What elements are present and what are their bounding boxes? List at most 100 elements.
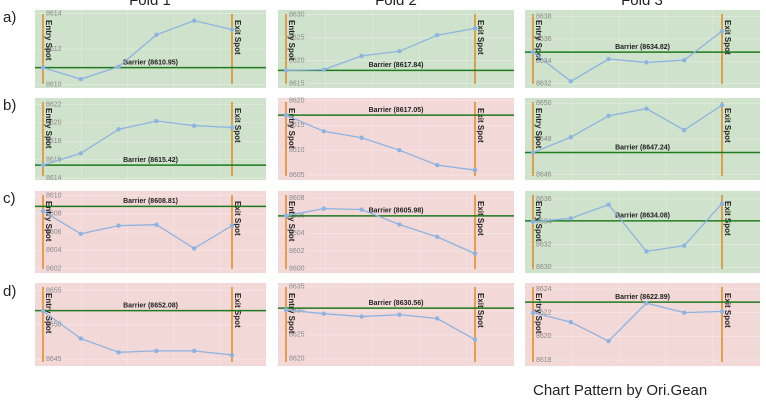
- price-line: [532, 302, 723, 342]
- panel-background: [35, 283, 266, 366]
- price-point: [78, 231, 84, 237]
- entry-label: Entry Spot: [44, 108, 53, 149]
- y-tick-label: 8608: [289, 195, 305, 202]
- panel-background: [35, 10, 266, 88]
- entry-label: Entry Spot: [287, 293, 296, 334]
- price-point: [682, 310, 687, 315]
- y-tick-label: 8620: [289, 97, 305, 104]
- price-line: [42, 19, 233, 80]
- y-tick-label: 8622: [536, 309, 552, 316]
- price-point: [40, 208, 46, 214]
- y-tick-label: 8615: [289, 122, 305, 129]
- price-point: [229, 352, 235, 358]
- row-label: d): [3, 283, 16, 300]
- exit-label: Exit Spot: [476, 293, 485, 328]
- y-tick-label: 8620: [289, 57, 305, 64]
- barrier-label: Barrier (8630.56): [369, 300, 424, 307]
- price-point: [192, 348, 197, 354]
- exit-label: Exit Spot: [723, 20, 732, 55]
- price-line: [285, 309, 476, 341]
- exit-label: Exit Spot: [476, 20, 485, 55]
- price-point: [682, 127, 687, 133]
- price-line: [532, 203, 723, 253]
- barrier-label: Barrier (8617.84): [369, 62, 424, 69]
- barrier-label: Barrier (8610.95): [123, 59, 178, 66]
- price-line: [532, 30, 723, 83]
- price-point: [321, 311, 326, 316]
- y-tick-label: 8602: [46, 265, 62, 272]
- price-point: [682, 57, 687, 63]
- price-point: [359, 135, 364, 140]
- y-tick-label: 8616: [46, 157, 62, 164]
- price-point: [644, 106, 649, 111]
- price-point: [568, 79, 573, 84]
- price-point: [530, 49, 536, 55]
- price-point: [397, 49, 402, 54]
- price-point: [530, 310, 536, 315]
- price-line: [285, 27, 476, 72]
- price-point: [283, 307, 289, 313]
- price-point: [472, 26, 478, 31]
- price-point: [644, 60, 649, 65]
- price-point: [530, 150, 536, 155]
- panel-background: [35, 191, 266, 273]
- y-tick-label: 8620: [289, 356, 305, 363]
- y-tick-label: 8632: [536, 80, 552, 87]
- row-label: b): [3, 97, 16, 114]
- barrier-label: Barrier (8652.08): [123, 302, 178, 309]
- y-tick-label: 8620: [46, 120, 62, 127]
- price-point: [116, 64, 121, 69]
- row-label: c): [3, 190, 16, 207]
- price-point: [40, 308, 46, 314]
- exit-label: Exit Spot: [723, 293, 732, 328]
- exit-label: Exit Spot: [476, 108, 485, 143]
- price-point: [719, 102, 725, 108]
- price-point: [644, 249, 649, 254]
- price-point: [435, 234, 440, 240]
- price-point: [321, 129, 326, 134]
- y-tick-label: 8636: [536, 36, 552, 43]
- price-line: [42, 210, 233, 250]
- price-point: [359, 53, 364, 59]
- price-point: [78, 336, 84, 341]
- price-point: [321, 67, 326, 72]
- credit: Chart Pattern by Ori.Gean: [533, 382, 707, 399]
- price-point: [359, 314, 364, 319]
- price-point: [397, 147, 402, 153]
- y-tick-label: 8600: [289, 265, 305, 272]
- y-tick-label: 8655: [46, 287, 62, 294]
- price-point: [154, 222, 159, 227]
- y-tick-label: 8618: [46, 138, 62, 145]
- y-tick-label: 8650: [46, 322, 62, 329]
- price-point: [606, 56, 611, 62]
- barrier-label: Barrier (8634.82): [615, 44, 670, 51]
- y-tick-label: 8610: [46, 192, 62, 199]
- panel-background: [525, 10, 760, 88]
- exit-label: Exit Spot: [233, 201, 242, 236]
- price-point: [192, 123, 197, 128]
- price-point: [40, 162, 46, 168]
- barrier-label: Barrier (8608.81): [123, 198, 178, 205]
- price-point: [154, 348, 159, 354]
- entry-label: Entry Spot: [287, 201, 296, 242]
- price-point: [530, 219, 536, 224]
- barrier-label: Barrier (8615.42): [123, 157, 178, 164]
- price-point: [116, 127, 121, 132]
- panel-background: [525, 283, 760, 366]
- y-tick-label: 8606: [46, 229, 62, 236]
- price-point: [154, 118, 159, 124]
- y-tick-label: 8645: [46, 356, 62, 363]
- price-line: [532, 104, 723, 154]
- price-point: [229, 27, 235, 32]
- price-point: [568, 135, 573, 140]
- barrier-label: Barrier (8634.08): [615, 213, 670, 220]
- y-tick-label: 8610: [289, 147, 305, 154]
- y-tick-label: 8630: [536, 264, 552, 271]
- price-point: [116, 350, 121, 355]
- column-title: Fold 3: [621, 0, 663, 9]
- barrier-label: Barrier (8617.05): [369, 107, 424, 114]
- price-point: [472, 251, 478, 256]
- panel-background: [525, 98, 760, 180]
- panel-background: [35, 98, 266, 180]
